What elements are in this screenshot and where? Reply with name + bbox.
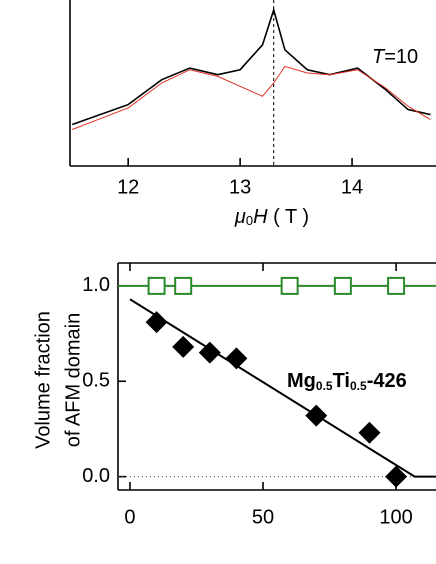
y-tick-label: 1.0 [82, 274, 110, 296]
label-part: μ [234, 206, 246, 228]
x-tick-label: 0 [124, 506, 135, 528]
annotation: T=10 [372, 46, 418, 68]
label-part: Ti [333, 370, 350, 392]
label-part: H [253, 206, 268, 228]
series-line [72, 65, 431, 130]
axes-frame [69, 0, 436, 167]
y-axis-label: Volume fraction [32, 311, 54, 449]
diamond-marker [172, 335, 195, 358]
diamond-marker [145, 311, 168, 334]
y-tick-label: 0.0 [82, 465, 110, 487]
y-tick-label: 0.5 [82, 370, 110, 392]
label-part: 0.5 [316, 379, 333, 393]
label-part: ( T ) [268, 206, 309, 228]
label-part: T [372, 46, 386, 68]
x-axis-label: μ0H ( T ) [234, 206, 309, 228]
diamond-marker [358, 421, 381, 444]
y-axis-label: of AFM domain [62, 313, 84, 448]
label-part: 0.5 [350, 379, 367, 393]
diamond-marker [385, 465, 408, 488]
label-part: =10 [384, 46, 418, 68]
x-tick-label: 13 [229, 176, 251, 198]
x-tick-label: 14 [341, 176, 363, 198]
square-marker [280, 276, 299, 295]
x-tick-label: 100 [379, 506, 412, 528]
diamond-marker [225, 347, 248, 370]
diamond-marker [198, 341, 221, 364]
annotation: Mg0.5Ti0.5-426 [287, 370, 407, 393]
plot-area [118, 276, 436, 488]
axes-frame [117, 262, 436, 491]
plot-area [71, 0, 431, 166]
square-marker [387, 276, 406, 295]
label-part: Mg [287, 370, 316, 392]
square-marker [147, 276, 166, 295]
x-tick-label: 12 [117, 176, 139, 198]
series-line [129, 298, 436, 478]
square-marker [174, 276, 193, 295]
x-tick-label: 50 [252, 506, 274, 528]
label-part: -426 [367, 370, 407, 392]
label-part: 0 [246, 213, 253, 228]
square-marker [333, 276, 352, 295]
